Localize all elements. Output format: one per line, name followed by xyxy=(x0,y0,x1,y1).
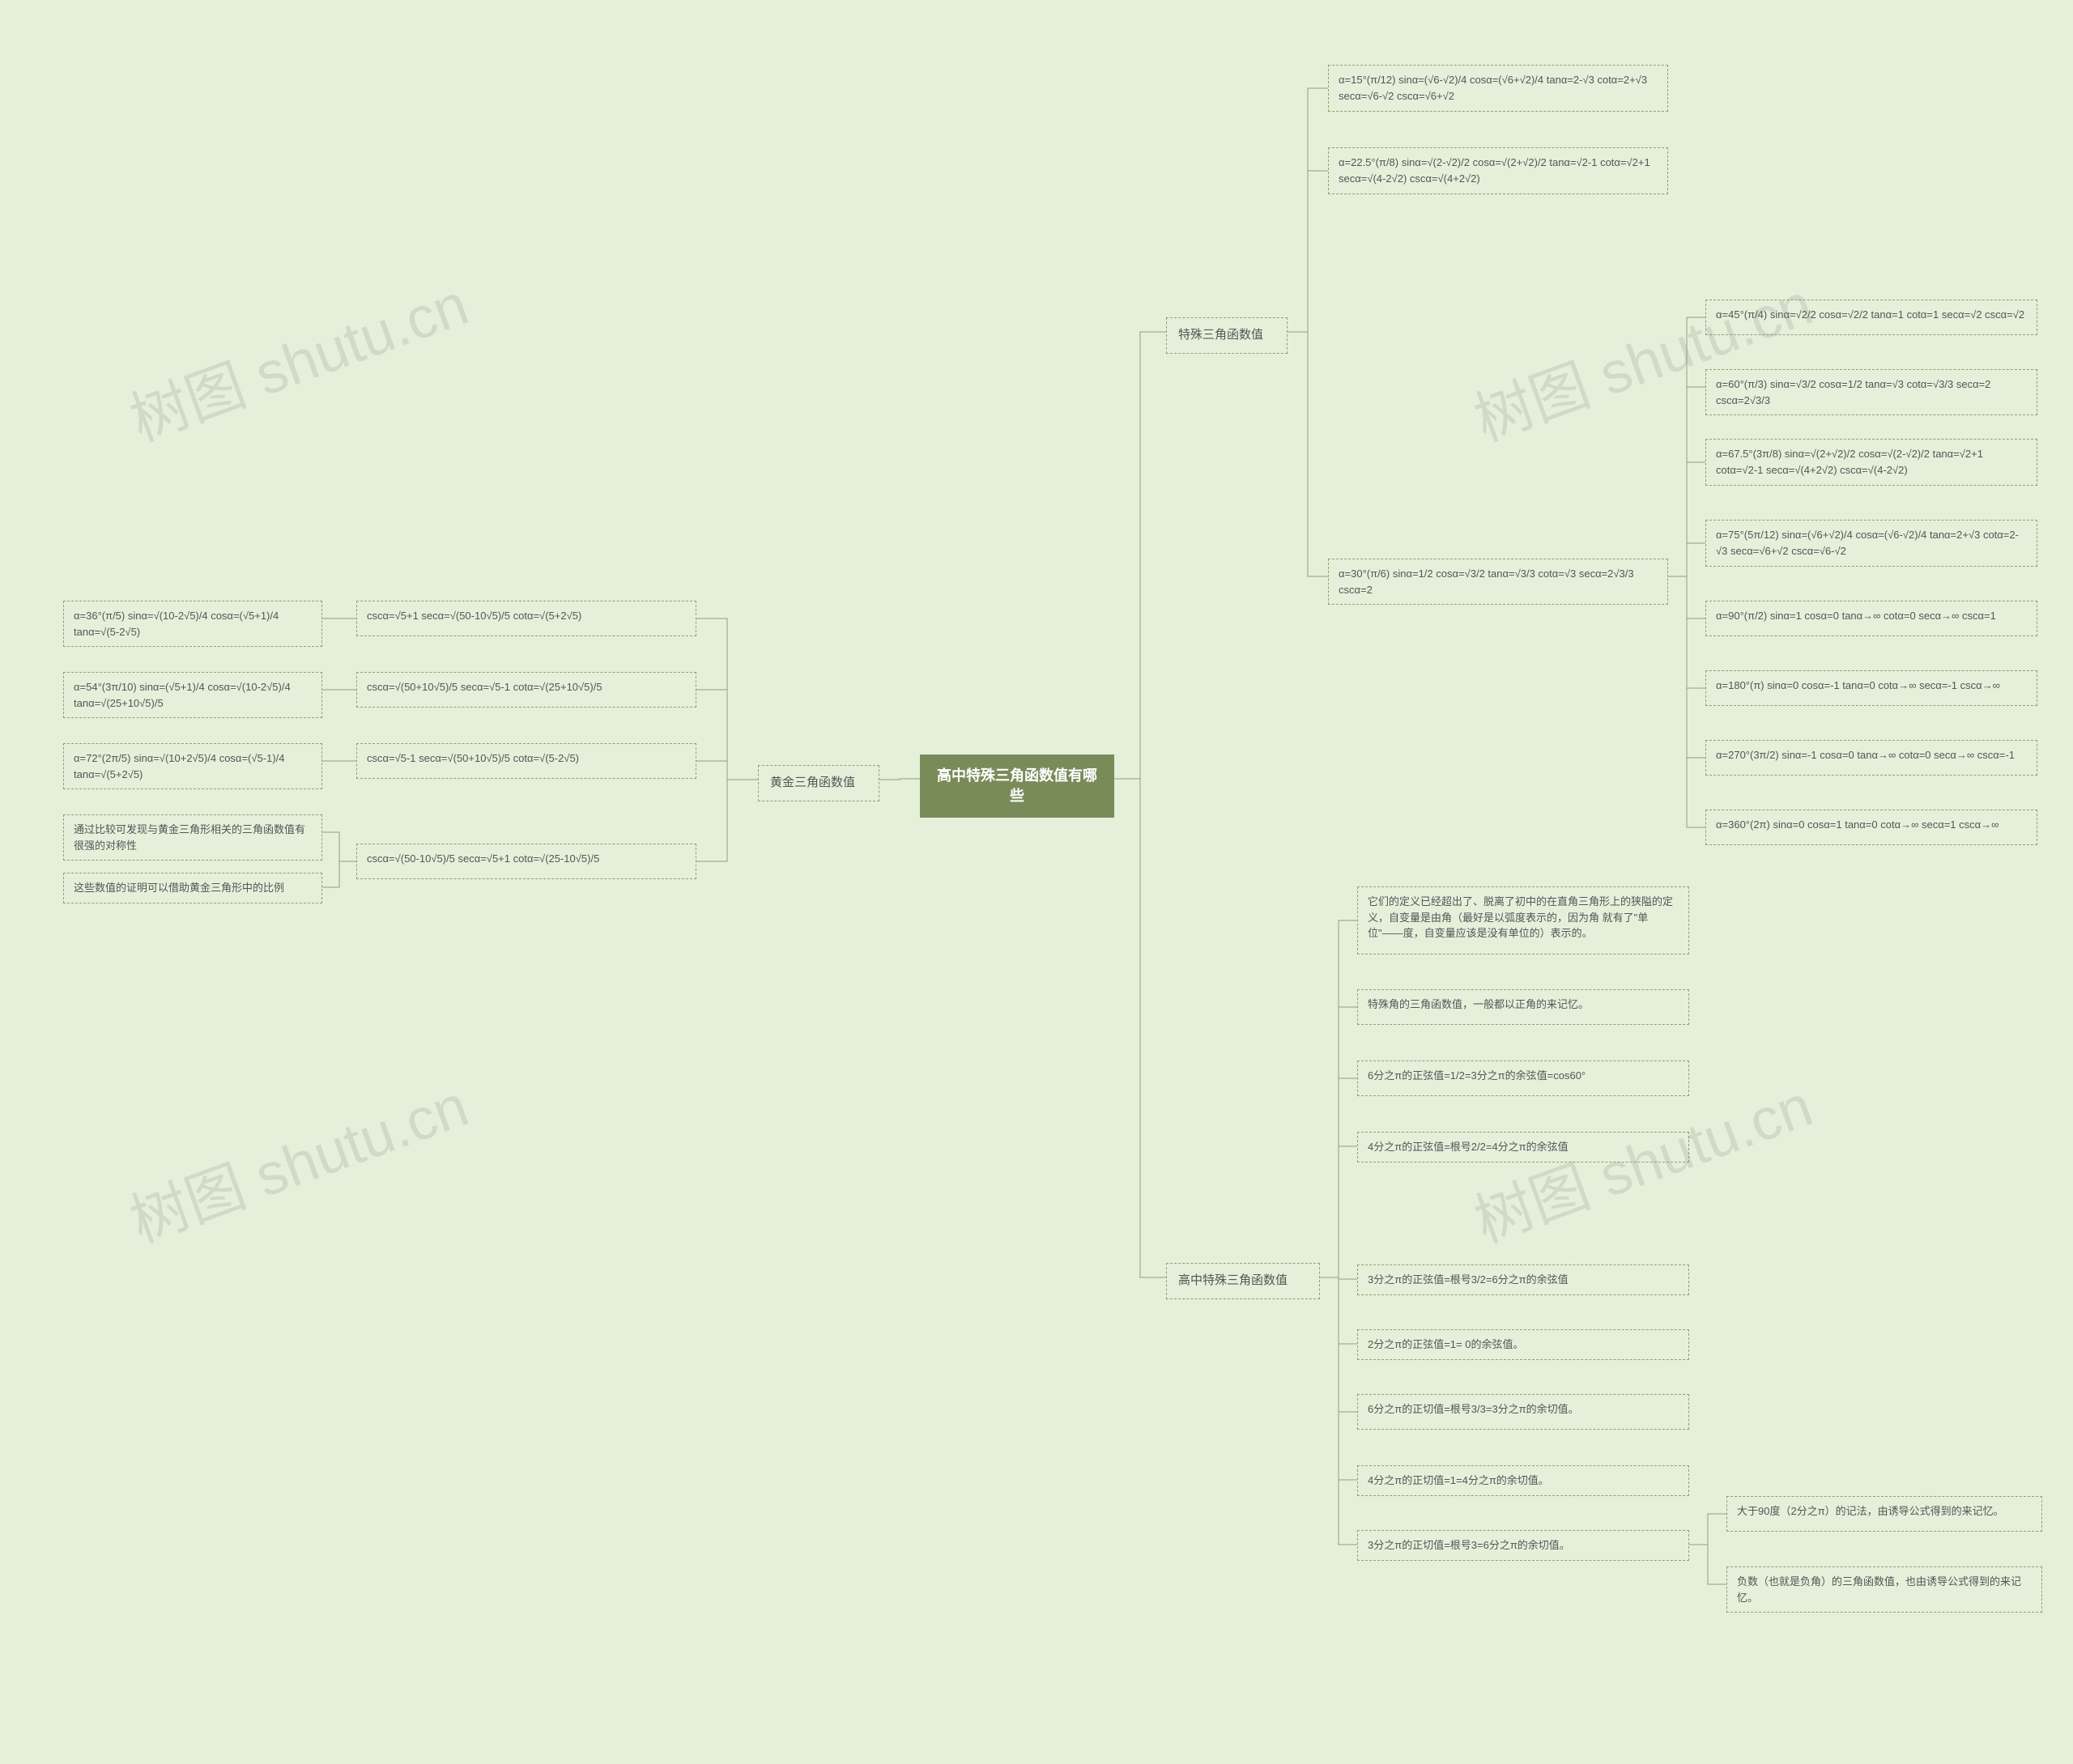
leaf-b1-2-3: α=75°(5π/12) sinα=(√6+√2)/4 cosα=(√6-√2)… xyxy=(1705,520,2037,567)
leaf-b3-3-1: 这些数值的证明可以借助黄金三角形中的比例 xyxy=(63,873,322,903)
leaf-b2-8-1: 负数（也就是负角）的三角函数值，也由诱导公式得到的来记忆。 xyxy=(1726,1566,2042,1613)
leaf-b1-2-7: α=360°(2π) sinα=0 cosα=1 tanα=0 cotα→∞ s… xyxy=(1705,810,2037,845)
root-node: 高中特殊三角函数值有哪些 xyxy=(920,754,1114,818)
branch-b3: 黄金三角函数值 xyxy=(758,765,879,801)
leaf-b1-2: α=30°(π/6) sinα=1/2 cosα=√3/2 tanα=√3/3 … xyxy=(1328,559,1668,605)
leaf-b2-7: 4分之π的正切值=1=4分之π的余切值。 xyxy=(1357,1465,1689,1496)
leaf-b1-2-4: α=90°(π/2) sinα=1 cosα=0 tanα→∞ cotα=0 s… xyxy=(1705,601,2037,636)
leaf-b2-6: 6分之π的正切值=根号3/3=3分之π的余切值。 xyxy=(1357,1394,1689,1430)
leaf-b3-1-0: α=54°(3π/10) sinα=(√5+1)/4 cosα=√(10-2√5… xyxy=(63,672,322,718)
leaf-b2-8-0: 大于90度（2分之π）的记法，由诱导公式得到的来记忆。 xyxy=(1726,1496,2042,1532)
leaf-b1-2-0: α=45°(π/4) sinα=√2/2 cosα=√2/2 tanα=1 co… xyxy=(1705,300,2037,335)
watermark-0: 树图 shutu.cn xyxy=(117,257,478,457)
leaf-b1-0: α=15°(π/12) sinα=(√6-√2)/4 cosα=(√6+√2)/… xyxy=(1328,65,1668,112)
leaf-b3-1: cscα=√(50+10√5)/5 secα=√5-1 cotα=√(25+10… xyxy=(356,672,696,708)
leaf-b3-3: cscα=√(50-10√5)/5 secα=√5+1 cotα=√(25-10… xyxy=(356,844,696,879)
branch-b2: 高中特殊三角函数值 xyxy=(1166,1263,1320,1299)
watermark-2: 树图 shutu.cn xyxy=(117,1058,478,1259)
leaf-b2-8: 3分之π的正切值=根号3=6分之π的余切值。 xyxy=(1357,1530,1689,1561)
leaf-b1-2-5: α=180°(π) sinα=0 cosα=-1 tanα=0 cotα→∞ s… xyxy=(1705,670,2037,706)
leaf-b1-2-1: α=60°(π/3) sinα=√3/2 cosα=1/2 tanα=√3 co… xyxy=(1705,369,2037,415)
leaf-b3-2: cscα=√5-1 secα=√(50+10√5)/5 cotα=√(5-2√5… xyxy=(356,743,696,779)
leaf-b2-5: 2分之π的正弦值=1= 0的余弦值。 xyxy=(1357,1329,1689,1360)
leaf-b3-3-0: 通过比较可发现与黄金三角形相关的三角函数值有很强的对称性 xyxy=(63,814,322,861)
watermark-1: 树图 shutu.cn xyxy=(1461,257,1822,457)
leaf-b1-1: α=22.5°(π/8) sinα=√(2-√2)/2 cosα=√(2+√2)… xyxy=(1328,147,1668,194)
branch-b1: 特殊三角函数值 xyxy=(1166,317,1288,354)
leaf-b1-2-2: α=67.5°(3π/8) sinα=√(2+√2)/2 cosα=√(2-√2… xyxy=(1705,439,2037,486)
leaf-b3-0: cscα=√5+1 secα=√(50-10√5)/5 cotα=√(5+2√5… xyxy=(356,601,696,636)
leaf-b1-2-6: α=270°(3π/2) sinα=-1 cosα=0 tanα→∞ cotα=… xyxy=(1705,740,2037,776)
leaf-b2-0: 它们的定义已经超出了、脱离了初中的在直角三角形上的狭隘的定义，自变量是由角（最好… xyxy=(1357,886,1689,954)
leaf-b3-0-0: α=36°(π/5) sinα=√(10-2√5)/4 cosα=(√5+1)/… xyxy=(63,601,322,647)
leaf-b3-2-0: α=72°(2π/5) sinα=√(10+2√5)/4 cosα=(√5-1)… xyxy=(63,743,322,789)
leaf-b2-1: 特殊角的三角函数值，一般都以正角的来记忆。 xyxy=(1357,989,1689,1025)
leaf-b2-4: 3分之π的正弦值=根号3/2=6分之π的余弦值 xyxy=(1357,1265,1689,1295)
leaf-b2-3: 4分之π的正弦值=根号2/2=4分之π的余弦值 xyxy=(1357,1132,1689,1163)
leaf-b2-2: 6分之π的正弦值=1/2=3分之π的余弦值=cos60° xyxy=(1357,1061,1689,1096)
